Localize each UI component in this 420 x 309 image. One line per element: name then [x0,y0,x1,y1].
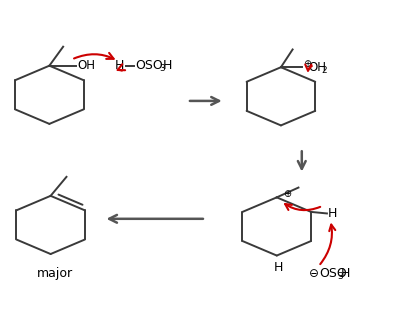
Text: 2: 2 [322,66,328,75]
Text: OSO: OSO [135,59,163,72]
Text: major: major [37,267,73,281]
Text: ⊖: ⊖ [309,267,318,281]
Text: H: H [274,261,284,274]
Text: ⊕: ⊕ [283,189,291,199]
Text: H: H [341,267,350,281]
Text: 3: 3 [159,64,165,73]
Text: H: H [115,59,124,72]
Text: H: H [328,207,338,220]
Text: OH: OH [308,61,326,74]
Text: 3: 3 [338,273,344,281]
Text: ⊕: ⊕ [303,58,311,69]
Text: OH: OH [78,59,96,72]
Text: OSO: OSO [319,267,346,281]
Text: H: H [163,59,172,72]
